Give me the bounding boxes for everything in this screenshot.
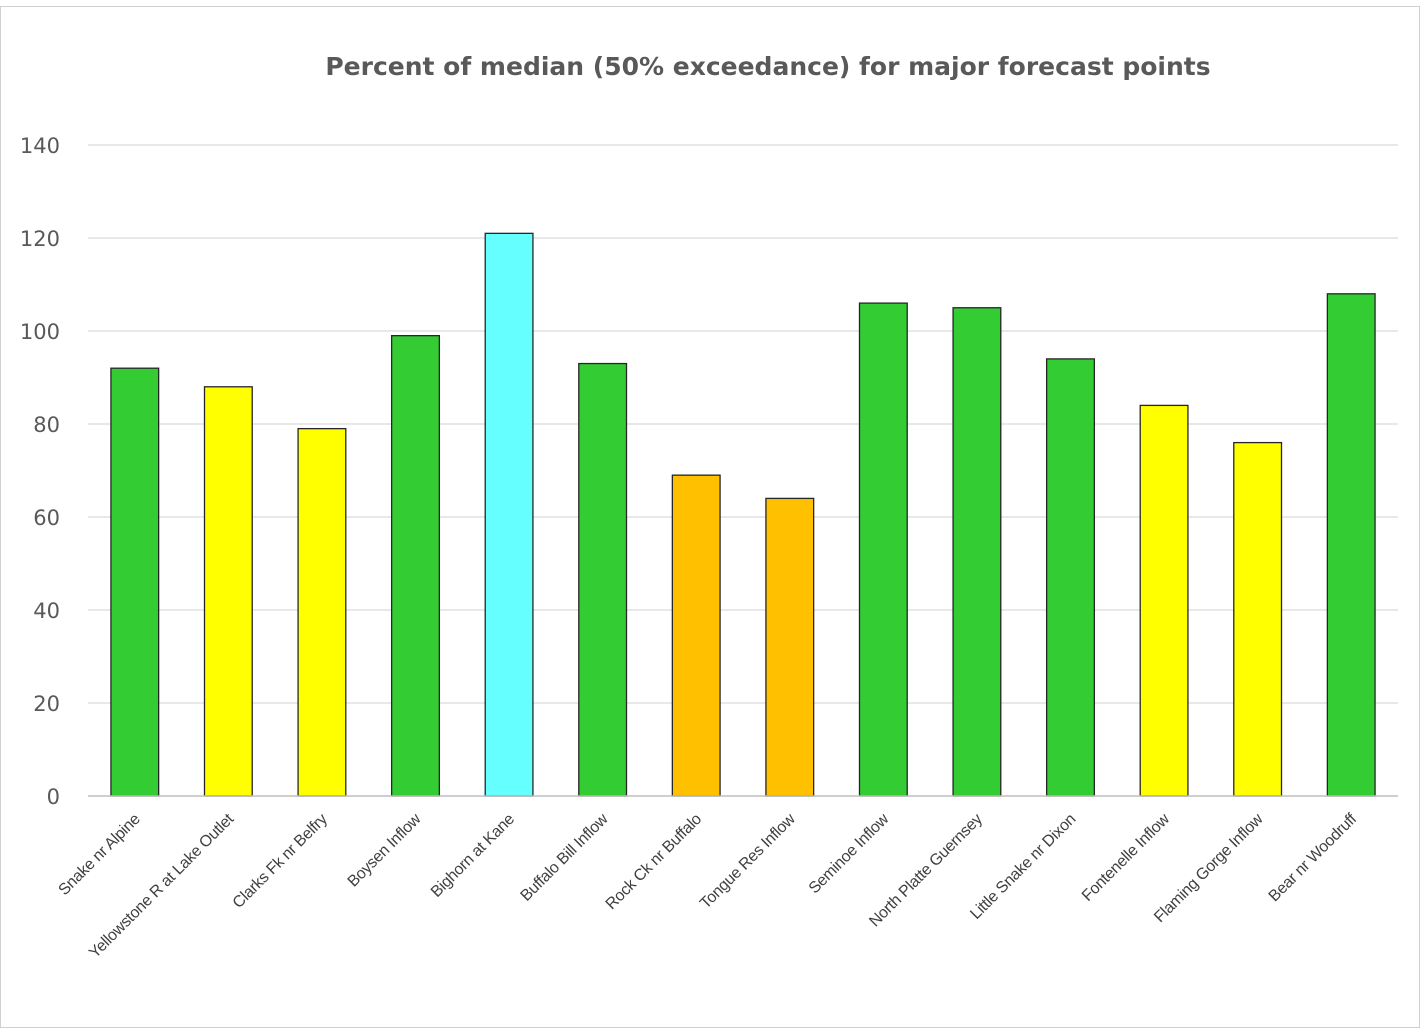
x-tick-label: Fontenelle Inflow xyxy=(1079,810,1173,904)
bar-flaming-gorge-inflow xyxy=(1233,441,1283,797)
y-tick-label: 0 xyxy=(47,785,60,809)
bar-seminoe-inflow xyxy=(858,302,908,797)
x-tick-label: Little Snake nr Dixon xyxy=(967,811,1079,923)
bar-tongue-res-inflow xyxy=(765,497,815,797)
bars xyxy=(110,232,1376,797)
y-tick-label: 120 xyxy=(20,227,60,251)
bar-boysen-inflow xyxy=(390,334,441,797)
bar-north-platte-guernsey xyxy=(952,307,1002,797)
x-tick-label: Boysen Inflow xyxy=(345,810,425,890)
y-axis-ticks: 0 20 40 60 80 100 120 140 xyxy=(20,134,60,809)
x-tick-label: Buffalo Bill Inflow xyxy=(518,810,612,904)
x-tick-label: Flaming Gorge Inflow xyxy=(1151,810,1267,926)
bar-yellowstone-r-at-lake-outlet xyxy=(203,386,253,797)
x-tick-label: Rock Ck nr Buffalo xyxy=(603,811,706,914)
bar-fontenelle-inflow xyxy=(1139,404,1189,797)
x-tick-label: Tongue Res Inflow xyxy=(697,810,799,912)
y-tick-label: 140 xyxy=(20,134,60,158)
y-tick-label: 40 xyxy=(33,599,60,623)
gridlines xyxy=(88,144,1398,704)
bar-rock-ck-nr-buffalo xyxy=(671,474,721,797)
x-tick-label: Bighorn at Kane xyxy=(428,811,518,901)
y-tick-label: 20 xyxy=(33,692,60,716)
bar-clarks-fk-nr-belfry xyxy=(297,427,347,797)
bar-snake-nr-alpine xyxy=(110,367,160,797)
bar-little-snake-nr-dixon xyxy=(1045,358,1096,797)
x-tick-label: Clarks Fk nr Belfry xyxy=(230,811,331,912)
x-tick-label: Seminoe Inflow xyxy=(806,810,893,897)
x-tick-label: Bear nr Woodruff xyxy=(1266,810,1361,905)
chart-title: Percent of median (50% exceedance) for m… xyxy=(325,52,1211,81)
bar-buffalo-bill-inflow xyxy=(578,362,628,797)
y-tick-label: 60 xyxy=(33,506,60,530)
x-tick-label: Snake nr Alpine xyxy=(56,811,144,899)
y-tick-label: 100 xyxy=(20,320,60,344)
bar-bighorn-at-kane xyxy=(484,232,534,797)
y-tick-label: 80 xyxy=(33,413,60,437)
bar-bear-nr-woodruff xyxy=(1326,293,1376,797)
